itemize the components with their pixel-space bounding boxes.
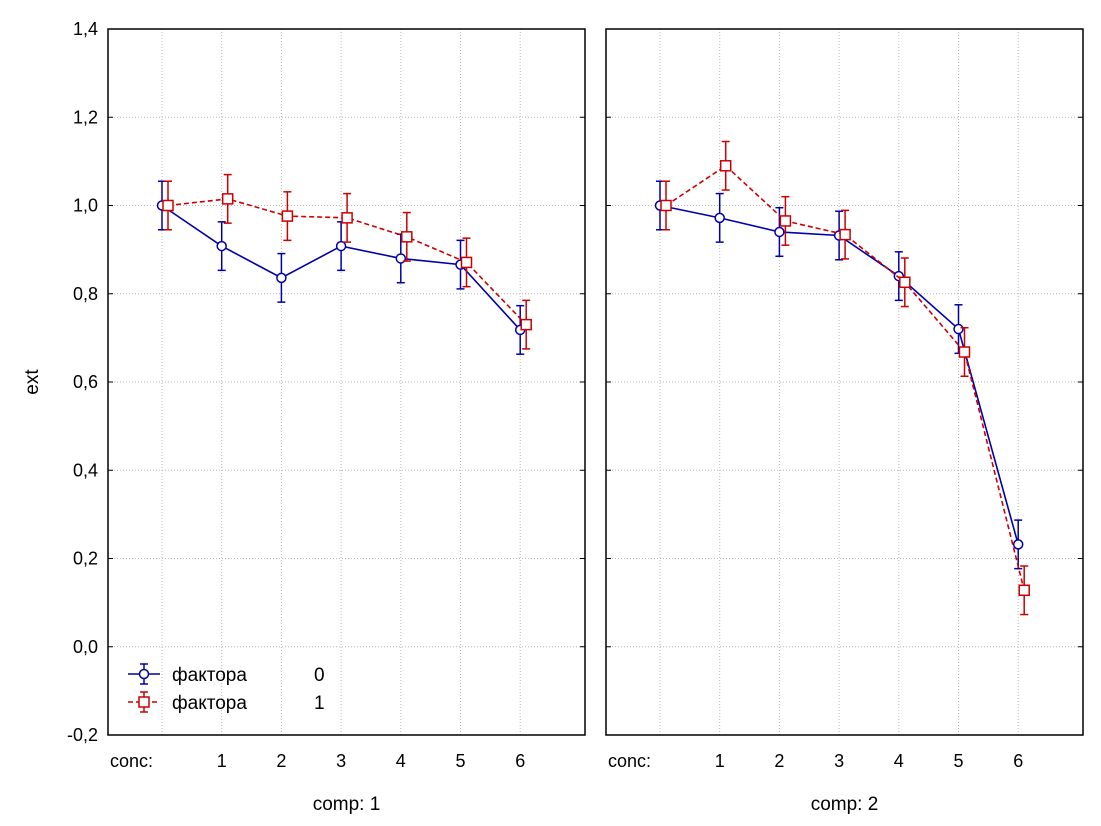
y-tick-label: 0,4	[73, 460, 98, 480]
data-point	[1018, 584, 1030, 597]
x-tick-label: 4	[396, 751, 406, 771]
data-point	[1012, 539, 1024, 550]
y-tick-label: 0,0	[73, 637, 98, 657]
data-point	[216, 240, 227, 252]
x-tick-label: 2	[774, 751, 784, 771]
panel-title: comp: 2	[811, 794, 879, 815]
data-point	[660, 199, 672, 212]
x-tick-label: 1	[217, 751, 227, 771]
x-tick-label: 6	[1013, 751, 1023, 771]
x-tick-label: 1	[715, 751, 725, 771]
data-point	[779, 215, 792, 227]
legend-marker	[138, 668, 150, 680]
data-point	[281, 210, 294, 222]
y-tick-label: 0,8	[73, 284, 98, 304]
x-tick-label: 4	[894, 751, 904, 771]
data-point	[719, 160, 732, 172]
data-point	[714, 212, 725, 224]
data-point	[953, 323, 964, 335]
y-tick-label: -0,2	[67, 725, 98, 745]
x-tick-label: 6	[515, 751, 525, 771]
y-tick-label: 1,2	[73, 107, 98, 127]
y-tick-label: 1,4	[73, 19, 98, 39]
data-point	[221, 193, 234, 205]
legend-label: фактора	[172, 693, 247, 714]
data-point	[520, 318, 532, 331]
data-point	[839, 228, 851, 241]
data-point	[162, 199, 174, 212]
data-point	[335, 240, 347, 252]
y-tick-label: 0,2	[73, 549, 98, 569]
data-point	[401, 231, 413, 243]
x-tick-label: 3	[834, 751, 844, 771]
x-prefix-label: conc:	[110, 751, 153, 771]
legend-label: фактора	[172, 665, 247, 686]
x-tick-label: 5	[455, 751, 465, 771]
legend: фактора 0 фактора 1	[128, 663, 325, 714]
data-point	[899, 276, 911, 289]
y-tick-label: 1,0	[73, 196, 98, 216]
legend-marker	[138, 696, 150, 708]
panel-1: conc: 1 2 3 4 5 6 comp: 1	[107, 28, 586, 815]
x-tick-label: 2	[276, 751, 286, 771]
panel-title: comp: 1	[313, 794, 381, 815]
data-point	[341, 212, 353, 224]
panel-2: conc: 1 2 3 4 5 6 comp: 2	[605, 28, 1084, 815]
x-tick-label: 3	[336, 751, 346, 771]
data-point	[276, 272, 287, 284]
x-prefix-label: conc:	[608, 751, 651, 771]
data-point	[958, 346, 971, 358]
data-point	[774, 226, 785, 238]
y-axis-label: ext	[22, 369, 43, 395]
data-point	[460, 256, 473, 269]
legend-value: 0	[314, 665, 325, 686]
legend-value: 1	[314, 693, 325, 714]
y-tick-label: 0,6	[73, 372, 98, 392]
x-tick-label: 5	[953, 751, 963, 771]
